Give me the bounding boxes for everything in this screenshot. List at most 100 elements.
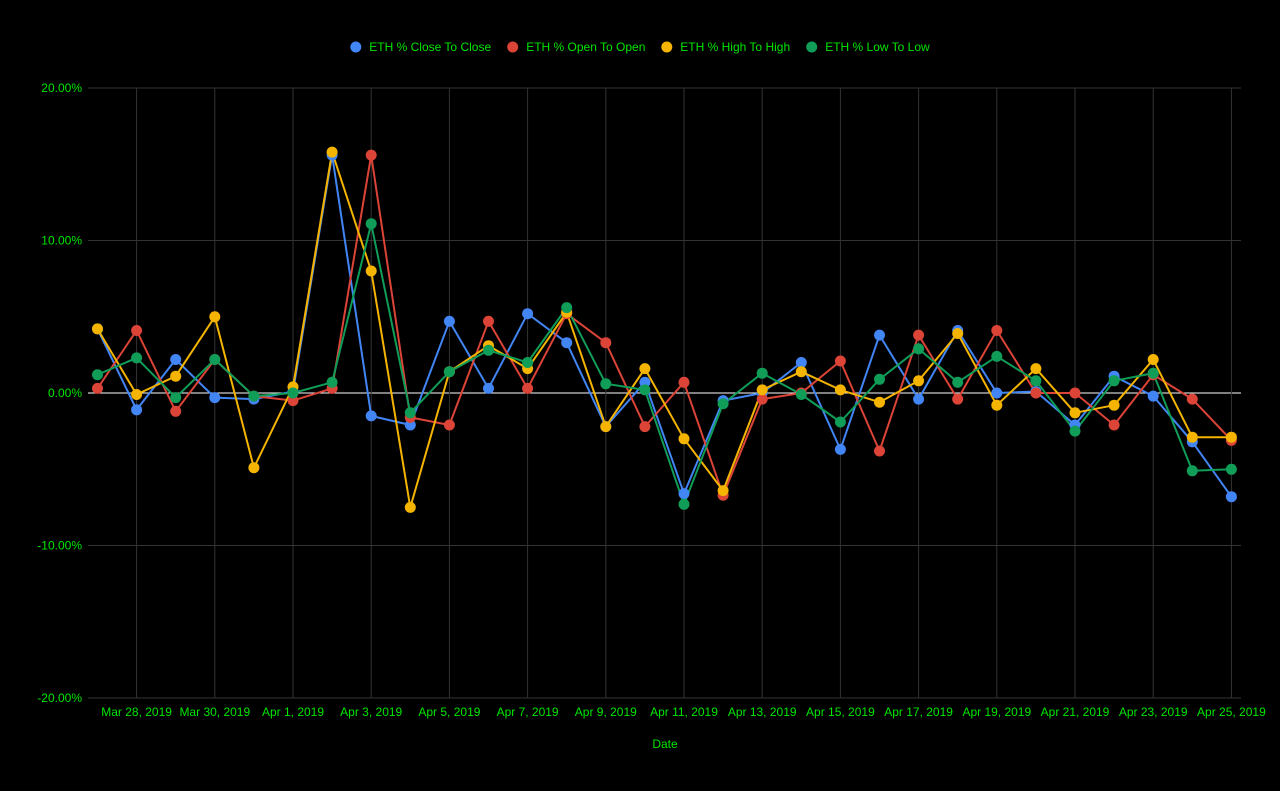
data-point [170,370,182,382]
data-point [209,392,221,404]
data-point [991,399,1003,411]
data-point [326,146,338,158]
data-point [913,329,925,341]
data-point [874,445,885,457]
data-point [795,357,807,368]
legend-marker [661,41,673,53]
data-point [874,329,885,341]
data-point [1108,375,1120,387]
data-point [913,343,925,355]
data-point [756,384,768,396]
data-point [1108,419,1120,431]
data-point [874,396,885,408]
data-point [404,407,416,419]
x-tick-label: Apr 5, 2019 [418,705,480,719]
legend-label: ETH % Low To Low [825,40,930,54]
series-layer [92,146,1237,513]
data-point [170,405,182,417]
data-point [209,354,221,365]
data-point [600,337,612,349]
data-point [1030,363,1042,375]
data-point [1225,463,1237,475]
data-point [834,443,846,455]
x-tick-label: Apr 7, 2019 [497,705,559,719]
data-point [678,433,690,445]
data-point [1069,425,1081,437]
data-point [795,366,807,378]
data-point [639,421,651,433]
y-axis: 20.00% 10.00% 0.00% -10.00% -20.00% [37,81,82,705]
x-tick-label: Apr 21, 2019 [1041,705,1110,719]
data-point [952,328,964,339]
data-point [756,393,768,405]
legend-marker [806,41,818,53]
data-point [1186,431,1198,443]
data-point [1030,387,1042,399]
data-point [1147,354,1159,365]
data-point [209,311,221,323]
data-point [717,485,729,497]
legend-label: ETH % High To High [680,40,790,54]
legend-label: ETH % Close To Close [369,40,491,54]
data-point [600,421,612,433]
data-point [365,265,377,277]
data-point [1108,399,1120,411]
data-point [678,498,690,510]
data-point [170,354,182,365]
data-point [991,387,1003,399]
data-point [639,384,651,396]
data-point [248,390,260,402]
data-point [991,350,1003,362]
data-point [483,344,494,356]
x-tick-label: Apr 3, 2019 [340,705,402,719]
x-tick-label: Apr 17, 2019 [884,705,953,719]
data-point [1069,407,1081,419]
legend: ETH % Close To Close ETH % Open To Open ET… [350,40,930,54]
data-point [952,376,964,388]
data-point [639,376,651,388]
data-point [795,389,807,400]
data-point [287,395,299,407]
data-point [131,325,143,336]
data-point [404,419,416,431]
data-point [913,393,925,405]
data-point [678,376,690,388]
y-tick-label: 20.00% [41,81,82,95]
data-point [1069,387,1081,399]
data-point [874,373,885,385]
data-point [326,376,338,388]
data-point [834,384,846,396]
data-point [522,357,534,368]
data-point [365,410,377,422]
data-point [404,501,416,513]
x-axis: Mar 28, 2019 Mar 30, 2019 Apr 1, 2019 Apr 3… [101,705,1266,719]
data-point [443,315,455,327]
data-point [131,404,143,416]
data-point [756,367,768,379]
data-point [131,352,143,364]
x-tick-label: Apr 13, 2019 [728,705,797,719]
data-point [443,419,455,431]
data-point [678,488,690,500]
data-point [443,366,455,378]
data-point [92,323,103,335]
data-point [561,302,573,314]
legend-marker [350,41,362,53]
x-axis-title: Date [652,737,678,751]
data-point [1030,375,1042,387]
data-point [1225,431,1237,443]
data-point [1186,393,1198,405]
x-tick-label: Apr 19, 2019 [962,705,1031,719]
x-tick-label: Apr 23, 2019 [1119,705,1188,719]
series-line [97,222,1232,506]
data-point [717,398,729,410]
data-point [834,355,846,367]
x-tick-label: Apr 1, 2019 [262,705,324,719]
x-tick-label: Apr 11, 2019 [650,705,718,719]
legend-marker [507,41,519,53]
y-tick-label: 10.00% [41,234,82,248]
data-point [561,337,573,349]
data-point [639,363,651,375]
data-point [1186,465,1198,477]
x-tick-label: Mar 30, 2019 [179,705,250,719]
